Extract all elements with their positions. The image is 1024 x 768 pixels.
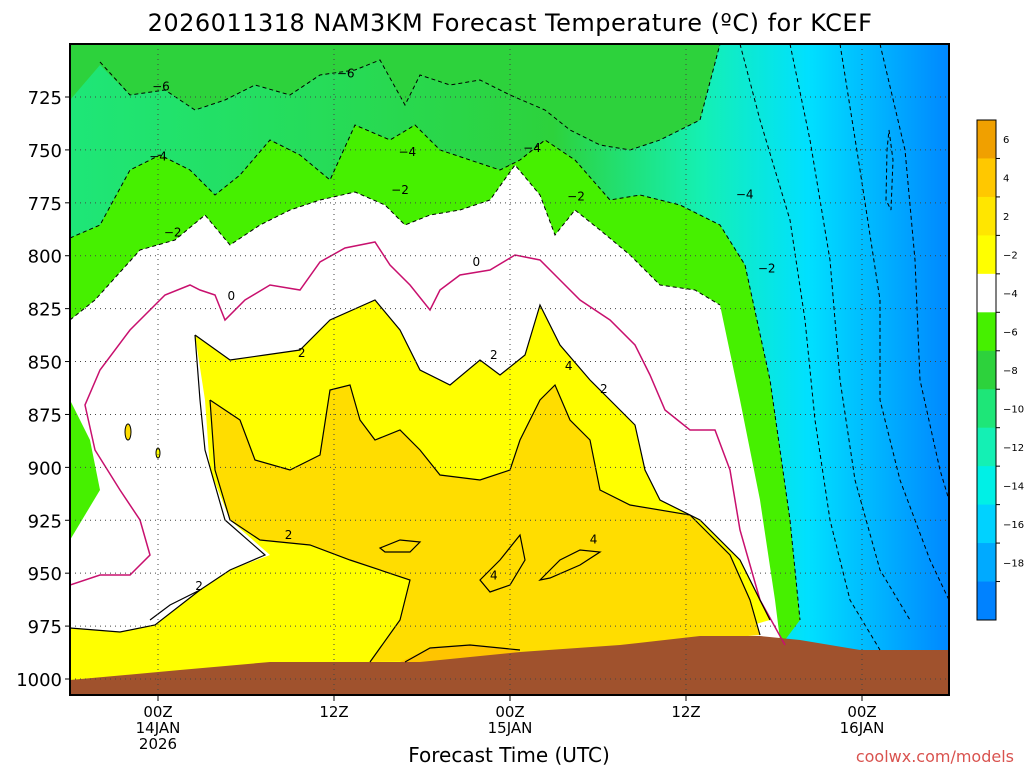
colorbar-tick-label: 4	[1003, 174, 1009, 185]
contour-label: −6	[337, 67, 355, 81]
x-tick-label: 2026	[139, 735, 177, 753]
band-minus4-minus6	[70, 44, 720, 150]
x-tick-label: 12Z	[319, 703, 348, 721]
y-tick-label: 775	[28, 194, 62, 215]
x-tick-label: 15JAN	[488, 719, 533, 737]
colorbar-swatch	[977, 350, 996, 390]
x-tick-label: 16JAN	[840, 719, 885, 737]
x-tick-label: 00Z	[847, 703, 876, 721]
plot-area: −6−6−4−4−4−4−2−2−2−2−140022222444	[70, 44, 949, 695]
ground	[70, 636, 949, 695]
y-tick-label: 900	[28, 458, 62, 479]
contour-label: −2	[758, 261, 776, 275]
contour-label: 4	[565, 359, 573, 373]
contour-label: 2	[600, 382, 608, 396]
colorbar-tick-label: −14	[1003, 481, 1024, 492]
colorbar-swatch	[977, 581, 996, 621]
x-axis-label: Forecast Time (UTC)	[408, 743, 610, 767]
colorbar-tick-label: −8	[1003, 366, 1018, 377]
contour-label: 4	[590, 532, 598, 546]
contour-labels: −6−6−4−4−4−4−2−2−2−2−140022222444	[149, 67, 776, 593]
contour-label: 2	[490, 348, 498, 362]
colorbar-tick-label: 6	[1003, 135, 1009, 146]
band-two-four	[210, 385, 760, 662]
x-tick-label: 00Z	[143, 703, 172, 721]
colorbar-swatch	[977, 196, 996, 236]
contour-label: 2	[195, 579, 203, 593]
colorbar-swatch	[977, 120, 996, 159]
isolated-warm-cell	[124, 423, 132, 441]
isolated-warm-cell	[155, 447, 161, 459]
contours-positive	[70, 299, 771, 663]
y-tick-label: 750	[28, 141, 62, 162]
y-tick-label: 925	[28, 511, 62, 532]
contour-label: 4	[490, 568, 498, 582]
colorbar-swatch	[977, 273, 996, 313]
colorbar-tick-label: −12	[1003, 443, 1024, 454]
y-tick-label: 850	[28, 353, 62, 374]
contour-label: −4	[149, 149, 167, 163]
chart-title: 2026011318 NAM3KM Forecast Temperature (…	[148, 9, 873, 37]
colorbar-frame	[976, 119, 997, 621]
grid	[70, 44, 949, 695]
contour-label: −4	[736, 187, 754, 201]
freezing-isotherm	[70, 241, 786, 646]
contour-label: −2	[391, 183, 409, 197]
colorbar-swatch	[977, 504, 996, 544]
contour-label: 0	[472, 255, 480, 269]
colorbar-tick-label: −2	[1003, 251, 1018, 262]
y-axis: 725 750 775 800 825 850 875 900 925 950 975 1000	[16, 88, 70, 691]
colorbar-tick-label: −6	[1003, 328, 1018, 339]
colorbar-tick-label: −18	[1003, 558, 1024, 569]
colorbar-tick-label: −16	[1003, 520, 1024, 531]
contour-label: 0	[228, 289, 236, 303]
colorbar-swatch	[977, 389, 996, 429]
contour-label: −2	[164, 225, 182, 239]
colorbar-swatch	[977, 427, 996, 467]
contour-label: 2	[285, 528, 293, 542]
x-tick-label: 00Z	[495, 703, 524, 721]
x-tick-label: 14JAN	[136, 719, 181, 737]
colorbar-tick-label: 2	[1003, 212, 1009, 223]
contour-label: −2	[567, 189, 585, 203]
colorbar: 6 4 2 −2 −4 −6 −8 −10 −12 −14 −16 −18	[976, 119, 1024, 621]
y-tick-label: 1000	[16, 670, 62, 691]
y-tick-label: 975	[28, 617, 62, 638]
contour-label: −6	[152, 79, 170, 93]
y-tick-label: 950	[28, 564, 62, 585]
credit-link[interactable]: coolwx.com/models	[856, 747, 1014, 766]
colorbar-tick-label: −4	[1003, 289, 1018, 300]
contour-label: −4	[398, 145, 416, 159]
colorbar-swatch	[977, 543, 996, 583]
colorbar-swatch	[977, 158, 996, 198]
y-tick-label: 875	[28, 405, 62, 426]
y-tick-label: 825	[28, 300, 62, 321]
y-tick-label: 725	[28, 88, 62, 109]
y-tick-label: 800	[28, 247, 62, 268]
colorbar-tick-label: −10	[1003, 404, 1024, 415]
colorbar-swatch	[977, 235, 996, 275]
colorbar-swatch	[977, 466, 996, 506]
x-tick-label: 12Z	[671, 703, 700, 721]
contour-label: −4	[523, 141, 541, 155]
contour-label: 2	[298, 346, 306, 360]
colorbar-swatch	[977, 312, 996, 352]
